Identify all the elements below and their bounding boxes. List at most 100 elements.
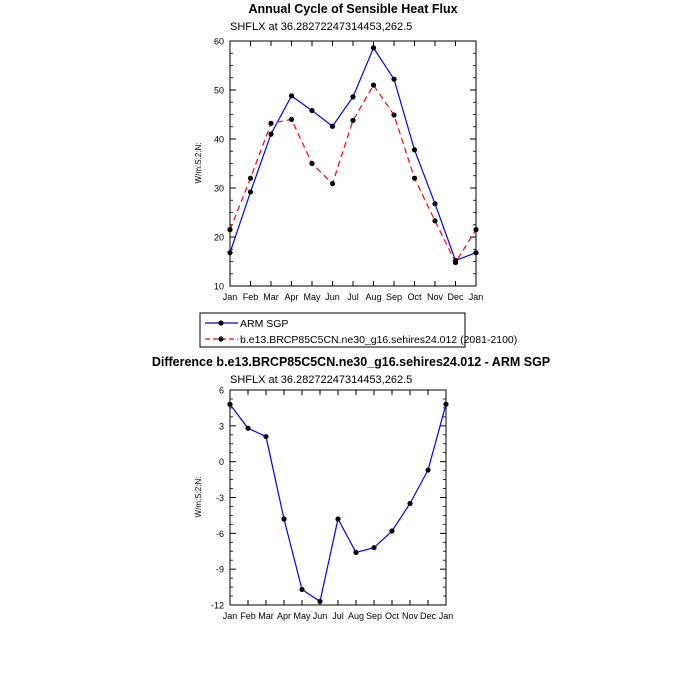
top-series-0-point bbox=[370, 45, 377, 51]
x-tick-label: Nov bbox=[402, 611, 419, 621]
bottom-series-0-point bbox=[317, 598, 323, 605]
x-tick-label: Sep bbox=[386, 292, 402, 302]
x-tick-label: Jan bbox=[469, 292, 484, 302]
bottom-chart-title: Difference b.e13.BRCP85C5CN.ne30_g16.seh… bbox=[152, 355, 550, 369]
y-tick-label: 6 bbox=[219, 386, 224, 396]
legend: ARM SGP b.e13.BRCP85C5CN.ne30_g16.sehire… bbox=[199, 312, 517, 348]
x-tick-label: Nov bbox=[427, 292, 444, 302]
bottom-series-0-point bbox=[425, 467, 431, 473]
y-tick-label: 3 bbox=[219, 421, 224, 431]
y-tick-label: 60 bbox=[214, 37, 224, 47]
x-tick-label: Apr bbox=[277, 611, 291, 621]
x-tick-label: Jun bbox=[325, 292, 340, 302]
x-tick-label: Mar bbox=[258, 611, 274, 621]
top-series-0-point bbox=[391, 76, 397, 82]
x-tick-label: Aug bbox=[348, 611, 364, 621]
top-series-line-0 bbox=[229, 46, 477, 262]
top-series-0-point bbox=[432, 201, 438, 207]
x-tick-label: Jun bbox=[313, 611, 328, 621]
top-series-0-point bbox=[247, 189, 254, 195]
x-tick-label: Sep bbox=[366, 611, 382, 621]
top-series-1-point bbox=[432, 218, 438, 224]
x-tick-label: May bbox=[293, 611, 311, 621]
x-tick-label: Jul bbox=[347, 292, 359, 302]
top-chart: Annual Cycle of Sensible Heat Flux SHFLX… bbox=[194, 2, 483, 302]
top-series-0-point bbox=[473, 250, 479, 256]
top-series-1-point bbox=[288, 116, 295, 122]
top-chart-title: Annual Cycle of Sensible Heat Flux bbox=[248, 2, 457, 16]
bottom-series-0-point bbox=[227, 401, 233, 407]
x-tick-label: Oct bbox=[407, 292, 422, 302]
bottom-series-0-point bbox=[245, 425, 251, 431]
bottom-series-0-point bbox=[263, 433, 269, 440]
y-tick-label: -6 bbox=[216, 529, 224, 539]
top-series-1-point bbox=[391, 112, 397, 118]
top-chart-y-axis-label: W/m:S:2:N: bbox=[194, 143, 203, 184]
bottom-series-0-point bbox=[299, 586, 305, 593]
top-chart-subtitle: SHFLX at 36.28272247314453,262.5 bbox=[230, 21, 412, 33]
bottom-series-0-point bbox=[335, 516, 341, 522]
top-series-1-point bbox=[350, 117, 356, 123]
x-tick-label: Aug bbox=[365, 292, 381, 302]
bottom-chart: Difference b.e13.BRCP85C5CN.ne30_g16.seh… bbox=[152, 355, 550, 621]
top-series-1-point bbox=[309, 160, 315, 167]
legend-marker-model bbox=[218, 336, 224, 342]
x-tick-label: Jan bbox=[223, 292, 238, 302]
x-tick-label: Apr bbox=[284, 292, 298, 302]
x-tick-label: Oct bbox=[385, 611, 400, 621]
top-series-line-1 bbox=[229, 83, 477, 264]
y-tick-label: -3 bbox=[216, 493, 224, 503]
top-series-0-point bbox=[350, 94, 356, 100]
top-series-1-point bbox=[268, 120, 274, 126]
y-tick-label: 0 bbox=[219, 457, 224, 467]
x-tick-label: Dec bbox=[420, 611, 437, 621]
top-series-0-point bbox=[288, 93, 295, 99]
top-chart-series bbox=[227, 45, 479, 266]
x-tick-label: Dec bbox=[447, 292, 464, 302]
top-series-0-point bbox=[309, 107, 315, 114]
top-series-1-point bbox=[247, 175, 254, 181]
x-tick-label: Jan bbox=[439, 611, 454, 621]
x-tick-label: Feb bbox=[243, 292, 259, 302]
y-tick-label: -12 bbox=[211, 601, 224, 611]
bottom-chart-y-axis-label: W/m:S:2:N: bbox=[194, 477, 203, 518]
y-tick-label: -9 bbox=[216, 565, 224, 575]
bottom-series-0-point bbox=[407, 500, 413, 507]
top-chart-ticks: Jan Feb Mar Apr May Jun Jul Aug Sep Oct Nov Dec Jan1… bbox=[214, 37, 483, 303]
top-series-1-point bbox=[370, 82, 377, 88]
top-series-0-point bbox=[268, 131, 274, 137]
legend-marker-arm-sgp bbox=[218, 320, 224, 326]
bottom-series-0-point bbox=[389, 528, 395, 534]
legend-label-arm-sgp: ARM SGP bbox=[240, 318, 288, 330]
x-tick-label: Feb bbox=[240, 611, 256, 621]
y-tick-label: 50 bbox=[214, 86, 224, 96]
legend-label-model: b.e13.BRCP85C5CN.ne30_g16.sehires24.012 … bbox=[240, 334, 517, 346]
top-series-1-point bbox=[473, 227, 479, 233]
y-tick-label: 10 bbox=[214, 282, 224, 292]
bottom-chart-series bbox=[227, 401, 449, 605]
bottom-chart-subtitle: SHFLX at 36.28272247314453,262.5 bbox=[230, 374, 412, 386]
top-series-0-point bbox=[227, 250, 233, 256]
x-tick-label: Jan bbox=[223, 611, 238, 621]
x-tick-label: Mar bbox=[263, 292, 279, 302]
y-tick-label: 40 bbox=[214, 135, 224, 145]
top-series-1-point bbox=[329, 180, 336, 187]
top-series-0-point bbox=[411, 147, 418, 153]
legend-box bbox=[199, 312, 466, 348]
bottom-series-0-point bbox=[371, 545, 377, 551]
top-series-1-point bbox=[452, 259, 459, 266]
bottom-chart-ticks: Jan Feb Mar Apr May Jun Jul Aug Sep Oct Nov Dec Jan-… bbox=[211, 386, 453, 622]
top-series-1-point bbox=[227, 227, 233, 233]
bottom-series-line-0 bbox=[229, 403, 447, 603]
bottom-series-0-point bbox=[353, 549, 359, 556]
x-tick-label: Jul bbox=[332, 611, 344, 621]
bottom-series-0-point bbox=[443, 401, 449, 407]
top-series-0-point bbox=[329, 123, 336, 129]
y-tick-label: 20 bbox=[214, 233, 224, 243]
bottom-series-0-point bbox=[281, 516, 287, 522]
y-tick-label: 30 bbox=[214, 184, 224, 194]
top-series-1-point bbox=[411, 175, 418, 181]
top-chart-plot-frame bbox=[229, 40, 477, 287]
x-tick-label: May bbox=[303, 292, 321, 302]
